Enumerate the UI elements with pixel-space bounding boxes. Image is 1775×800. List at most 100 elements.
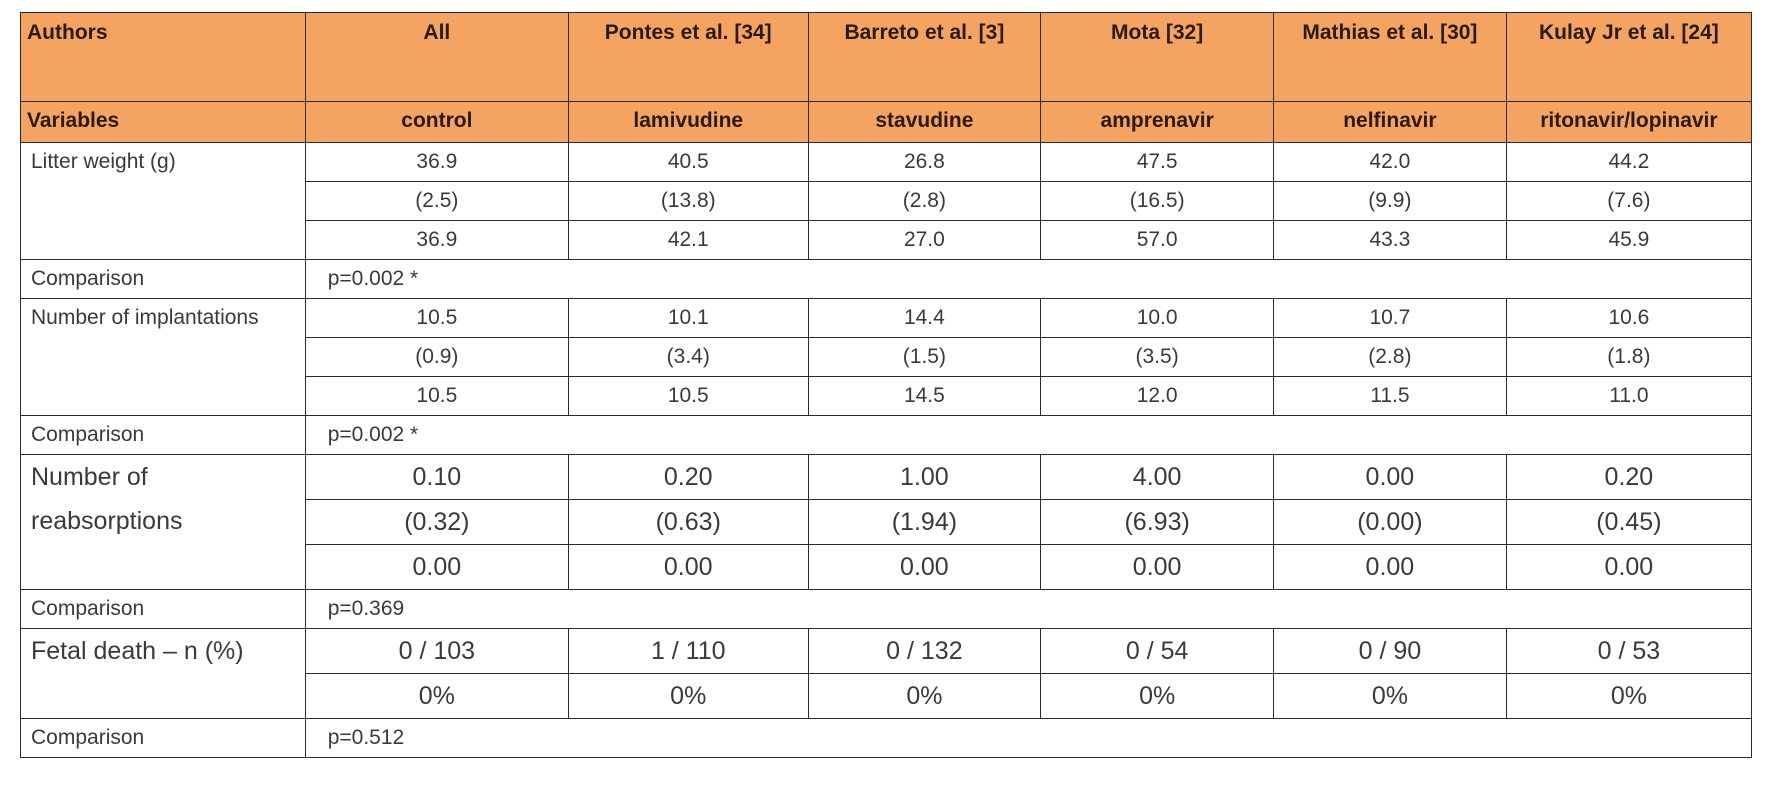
drug-header-cell: amprenavir <box>1040 101 1275 143</box>
author-header-cell: Pontes et al. [34] <box>567 12 809 102</box>
value-cell: 0% <box>1273 673 1507 719</box>
value-cell: (0.9) <box>304 337 569 377</box>
value-cell: 0.00 <box>1505 544 1753 590</box>
value-cell: 0.00 <box>567 544 809 590</box>
value-cell: 12.0 <box>1040 376 1275 416</box>
value-cell: 0% <box>304 673 569 719</box>
value-cell: 47.5 <box>1040 142 1275 182</box>
variables-header-label: Variables <box>20 101 306 143</box>
table-row: (2.5) (13.8) (2.8) (16.5) (9.9) (7.6) <box>21 181 1753 221</box>
comparison-label: Comparison <box>20 589 306 629</box>
variable-label: Fetal death – n (%) <box>20 628 306 719</box>
value-cell: 0% <box>1505 673 1753 719</box>
value-cell: 11.0 <box>1505 376 1753 416</box>
value-cell: (0.32) <box>304 499 569 545</box>
value-cell: 1 / 110 <box>567 628 809 674</box>
value-cell: (6.93) <box>1040 499 1275 545</box>
value-cell: (13.8) <box>567 181 809 221</box>
value-cell: 0 / 90 <box>1273 628 1507 674</box>
value-cell: (2.8) <box>807 181 1042 221</box>
value-cell: (3.4) <box>567 337 809 377</box>
value-cell: 0% <box>807 673 1042 719</box>
drug-header-cell: lamivudine <box>567 101 809 143</box>
table-row: 36.9 42.1 27.0 57.0 43.3 45.9 <box>21 220 1753 260</box>
value-cell: 40.5 <box>567 142 809 182</box>
variables-header-row: Variables control lamivudine stavudine a… <box>20 101 1753 143</box>
variable-label: Number of implantations <box>20 298 306 416</box>
comparison-row: Comparison p=0.369 <box>20 589 1753 629</box>
value-cell: 11.5 <box>1273 376 1507 416</box>
table-body: Authors All Pontes et al. [34] Barreto e… <box>20 12 1753 758</box>
authors-header-label: Authors <box>20 12 306 102</box>
table-row: 0.00 0.00 0.00 0.00 0.00 0.00 <box>21 544 1753 590</box>
comparison-row: Comparison p=0.512 <box>20 718 1753 758</box>
value-cell: (2.5) <box>304 181 569 221</box>
value-cell: (0.00) <box>1273 499 1507 545</box>
value-cell: 36.9 <box>304 220 569 260</box>
variable-label: Litter weight (g) <box>20 142 306 260</box>
value-cell: 42.1 <box>567 220 809 260</box>
table-row: Number of implantations 10.5 10.1 14.4 10.0 1… <box>20 298 1753 416</box>
value-cell: 0.20 <box>1505 454 1753 500</box>
value-cell: 0.00 <box>1273 454 1507 500</box>
value-cell: 10.1 <box>567 298 809 338</box>
drug-header-cell: control <box>304 101 569 143</box>
value-cell: (16.5) <box>1040 181 1275 221</box>
comparison-p-value: p=0.369 <box>304 589 1753 629</box>
value-cell: (1.5) <box>807 337 1042 377</box>
comparison-label: Comparison <box>20 415 306 455</box>
table-row: Litter weight (g) 36.9 40.5 26.8 47.5 42.0 44.… <box>20 142 1753 260</box>
author-header-cell: Mota [32] <box>1040 12 1275 102</box>
value-cell: 0 / 132 <box>807 628 1042 674</box>
value-cell: 0% <box>1040 673 1275 719</box>
value-cell: 10.0 <box>1040 298 1275 338</box>
comparison-label: Comparison <box>20 259 306 299</box>
table-row: 10.5 10.5 14.5 12.0 11.5 11.0 <box>21 376 1753 416</box>
value-cell: 0 / 103 <box>304 628 569 674</box>
value-cell: 10.6 <box>1505 298 1753 338</box>
value-cell: 42.0 <box>1273 142 1507 182</box>
value-cell: 57.0 <box>1040 220 1275 260</box>
comparison-p-value: p=0.002 * <box>304 259 1753 299</box>
table-row: Fetal death – n (%) 0 / 103 1 / 110 0 / 132… <box>20 628 1753 719</box>
value-cell: 0.20 <box>567 454 809 500</box>
value-cell: 0.00 <box>304 544 569 590</box>
value-cell: 10.7 <box>1273 298 1507 338</box>
value-cell: 14.4 <box>807 298 1042 338</box>
value-cell: (9.9) <box>1273 181 1507 221</box>
value-cell: 14.5 <box>807 376 1042 416</box>
author-header-cell: Kulay Jr et al. [24] <box>1505 12 1753 102</box>
value-cell: 10.5 <box>304 298 569 338</box>
value-cell: 0% <box>567 673 809 719</box>
value-cell: 10.5 <box>304 376 569 416</box>
value-cell: 0.10 <box>304 454 569 500</box>
comparison-row: Comparison p=0.002 * <box>20 259 1753 299</box>
drug-header-cell: ritonavir/lopinavir <box>1505 101 1753 143</box>
value-cell: (1.94) <box>807 499 1042 545</box>
comparison-p-value: p=0.512 <box>304 718 1753 758</box>
author-header-cell: Mathias et al. [30] <box>1273 12 1507 102</box>
value-cell: 0 / 53 <box>1505 628 1753 674</box>
value-cell: 45.9 <box>1505 220 1753 260</box>
author-header-cell: All <box>304 12 569 102</box>
author-header-cell: Barreto et al. [3] <box>807 12 1042 102</box>
variable-label: Number of reabsorptions <box>20 454 306 590</box>
comparison-label: Comparison <box>20 718 306 758</box>
authors-header-row: Authors All Pontes et al. [34] Barreto e… <box>20 12 1753 102</box>
value-cell: (0.45) <box>1505 499 1753 545</box>
table-row: (0.9) (3.4) (1.5) (3.5) (2.8) (1.8) <box>21 337 1753 377</box>
table-row: 0% 0% 0% 0% 0% 0% <box>21 673 1753 719</box>
value-cell: 10.5 <box>567 376 809 416</box>
drug-header-cell: stavudine <box>807 101 1042 143</box>
value-cell: 1.00 <box>807 454 1042 500</box>
value-cell: (2.8) <box>1273 337 1507 377</box>
value-cell: 43.3 <box>1273 220 1507 260</box>
value-cell: 0 / 54 <box>1040 628 1275 674</box>
value-cell: (0.63) <box>567 499 809 545</box>
value-cell: 36.9 <box>304 142 569 182</box>
value-cell: 26.8 <box>807 142 1042 182</box>
results-table: Authors All Pontes et al. [34] Barreto e… <box>20 12 1753 758</box>
comparison-p-value: p=0.002 * <box>304 415 1753 455</box>
value-cell: (1.8) <box>1505 337 1753 377</box>
value-cell: 44.2 <box>1505 142 1753 182</box>
